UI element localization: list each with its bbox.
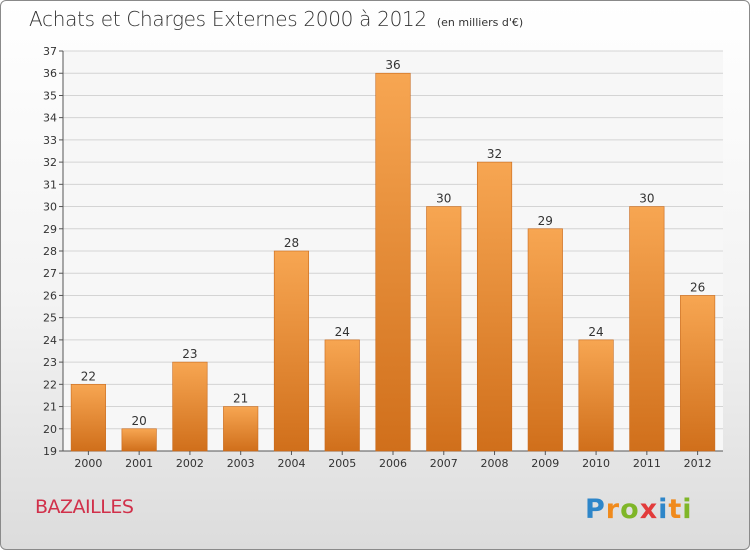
x-tick-label: 2010 (582, 457, 610, 470)
bar (70, 384, 106, 452)
bar (578, 339, 614, 452)
x-tick-label: 2001 (125, 457, 153, 470)
data-label: 24 (588, 325, 603, 339)
bar (324, 339, 360, 452)
x-tick-label: 2006 (379, 457, 407, 470)
y-tick-label: 36 (43, 67, 57, 80)
y-tick-label: 37 (43, 45, 57, 58)
x-tick-label: 2003 (227, 457, 255, 470)
data-label: 28 (284, 236, 299, 250)
y-tick-label: 28 (43, 245, 57, 258)
y-tick-label: 32 (43, 156, 57, 169)
chart-unit: (en milliers d'€) (436, 16, 524, 29)
bar (629, 206, 665, 452)
x-tick-label: 2002 (176, 457, 204, 470)
data-label: 20 (132, 414, 147, 428)
y-tick-label: 20 (43, 423, 57, 436)
x-tick-label: 2011 (633, 457, 661, 470)
bar (375, 72, 411, 452)
y-tick-label: 29 (43, 223, 57, 236)
svg-text:Proxiti: Proxiti (585, 494, 693, 525)
x-tick-label: 2012 (684, 457, 712, 470)
data-label: 32 (487, 147, 502, 161)
chart-title: Achats et Charges Externes 2000 à 2012 (e… (29, 7, 523, 31)
y-tick-label: 24 (43, 334, 57, 347)
data-label: 21 (233, 392, 248, 406)
y-tick-label: 23 (43, 356, 57, 369)
data-label: 36 (385, 58, 400, 72)
x-tick-label: 2009 (531, 457, 559, 470)
data-label: 24 (335, 325, 350, 339)
bar (223, 406, 259, 452)
y-tick-label: 30 (43, 201, 57, 214)
x-tick-label: 2005 (328, 457, 356, 470)
data-label: 22 (81, 369, 96, 383)
bar (172, 361, 208, 452)
y-tick-label: 35 (43, 89, 57, 102)
x-tick-label: 2008 (481, 457, 509, 470)
data-label: 23 (182, 347, 197, 361)
y-tick-label: 19 (43, 445, 57, 458)
bar (273, 250, 310, 452)
data-label: 26 (690, 280, 705, 294)
x-tick-label: 2007 (430, 457, 458, 470)
data-label: 30 (639, 192, 654, 206)
chart-title-text: Achats et Charges Externes 2000 à 2012 (29, 7, 427, 31)
proxiti-logo: Proxiti (585, 494, 693, 525)
y-tick-label: 27 (43, 267, 57, 280)
y-tick-label: 22 (43, 378, 57, 391)
bar (121, 428, 157, 452)
x-tick-label: 2000 (74, 457, 102, 470)
y-tick-label: 25 (43, 312, 57, 325)
y-tick-label: 34 (43, 112, 57, 125)
y-tick-label: 31 (43, 178, 57, 191)
commune-name: BAZAILLES (35, 496, 134, 518)
y-tick-label: 21 (43, 401, 57, 414)
y-tick-label: 26 (43, 289, 57, 302)
bar (426, 206, 462, 452)
y-tick-label: 33 (43, 134, 57, 147)
data-label: 29 (538, 214, 553, 228)
x-tick-label: 2004 (277, 457, 305, 470)
bar (680, 295, 716, 452)
bar (476, 161, 513, 452)
data-label: 30 (436, 192, 451, 206)
bar (527, 228, 563, 452)
